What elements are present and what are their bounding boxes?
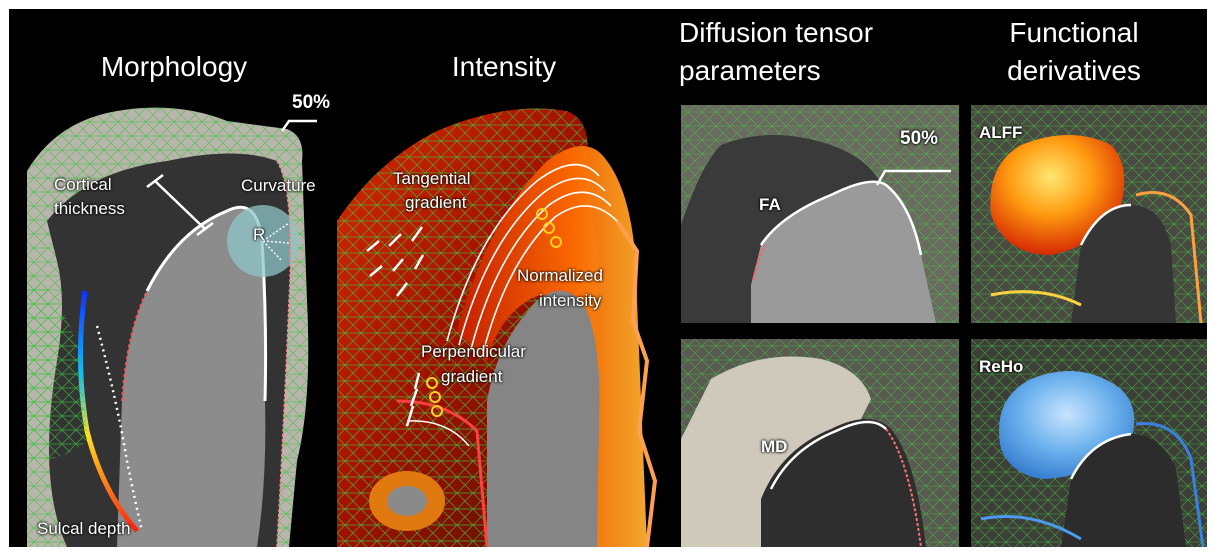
figure-canvas: Morphology Intensity Diffusion tensor pa… [9,9,1207,547]
title-dti-line2: parameters [679,55,821,86]
label-normalized-line1: Normalized [517,266,603,285]
label-radius: R [253,225,266,244]
label-fa: FA [759,195,781,214]
intensity-panel [337,101,667,547]
intensity-surface-graphic [337,108,658,547]
fa-surface-graphic [681,105,959,323]
morphology-surface-graphic [27,107,317,547]
label-reho: ReHo [979,357,1024,376]
dti-fa-panel [681,105,959,323]
alff-surface-graphic [971,105,1207,323]
md-surface-graphic [681,339,959,547]
func-reho-panel [971,339,1207,547]
label-tangential-line2: gradient [405,193,467,212]
title-func-line2: derivatives [1007,55,1141,86]
title-func-line1: Functional [1009,17,1139,48]
label-cortical-thickness-line1: Cortical [54,175,112,194]
label-perpendicular-line1: Perpendicular [421,342,526,361]
label-perpendicular-line2: gradient [441,367,503,386]
label-tangential-line1: Tangential [393,169,471,188]
dti-depth-percent: 50% [900,128,939,149]
label-normalized-line2: intensity [539,291,602,310]
title-dti-line1: Diffusion tensor [679,17,874,48]
label-cortical-thickness-line2: thickness [54,199,125,218]
label-sulcal-depth: Sulcal depth [37,519,131,538]
label-curvature: Curvature [241,176,316,195]
label-alff: ALFF [979,123,1023,142]
morphology-panel [27,101,317,547]
morph-depth-percent: 50% [292,92,331,113]
title-intensity: Intensity [451,51,557,82]
title-morphology: Morphology [100,51,248,82]
func-alff-panel [971,105,1207,323]
label-md: MD [761,437,788,456]
dti-md-panel [681,339,959,547]
reho-surface-graphic [971,339,1207,547]
